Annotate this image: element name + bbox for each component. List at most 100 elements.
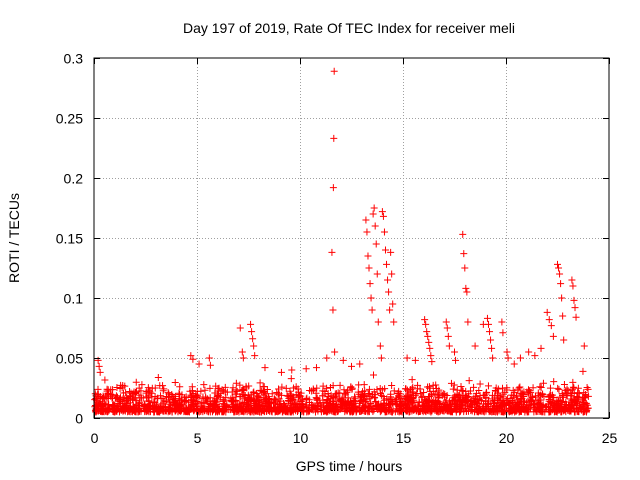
data-point	[254, 405, 262, 413]
data-point	[421, 316, 429, 324]
x-tick-label: 25	[602, 430, 618, 446]
data-point	[201, 399, 209, 407]
y-tick-label: 0.25	[56, 111, 83, 127]
data-point	[334, 396, 342, 404]
data-point	[94, 385, 102, 393]
data-point	[383, 260, 391, 268]
data-point	[380, 399, 388, 407]
data-point	[192, 391, 200, 399]
data-point	[559, 312, 567, 320]
data-point	[501, 388, 509, 396]
data-point	[255, 394, 263, 402]
data-point	[332, 402, 340, 410]
data-point	[91, 396, 99, 404]
data-point	[182, 393, 190, 401]
data-point	[371, 222, 379, 230]
data-point	[348, 384, 356, 392]
data-point	[162, 403, 170, 411]
data-point	[428, 391, 436, 399]
data-point	[562, 408, 570, 416]
data-point	[239, 385, 247, 393]
data-point	[383, 395, 391, 403]
data-point	[472, 392, 480, 400]
data-point	[369, 391, 377, 399]
data-point	[336, 381, 344, 389]
data-point	[378, 403, 386, 411]
data-point	[362, 216, 370, 224]
data-point	[555, 385, 563, 393]
data-point	[554, 260, 561, 268]
data-point	[321, 407, 329, 415]
data-point	[247, 320, 255, 328]
data-point	[342, 390, 350, 398]
data-point	[286, 387, 294, 395]
data-point	[463, 288, 471, 296]
data-point	[366, 280, 374, 288]
data-point	[579, 367, 587, 375]
data-point	[95, 362, 103, 370]
data-point	[569, 383, 577, 391]
data-point	[499, 384, 506, 392]
data-point	[545, 397, 553, 405]
data-point	[447, 379, 455, 387]
data-point	[313, 394, 321, 402]
data-point	[542, 403, 550, 411]
data-point	[547, 322, 555, 330]
data-point	[364, 407, 372, 415]
data-point	[545, 316, 553, 324]
data-point	[187, 352, 195, 360]
data-point	[361, 387, 369, 395]
data-point	[377, 354, 385, 362]
data-point	[385, 407, 393, 415]
data-point	[388, 270, 396, 278]
data-point	[560, 381, 568, 389]
data-point	[370, 204, 378, 212]
data-point	[175, 389, 183, 397]
data-point	[484, 320, 492, 328]
data-point	[493, 395, 501, 403]
data-point	[181, 396, 189, 404]
data-point	[154, 374, 162, 382]
data-point	[546, 398, 554, 406]
data-point	[323, 384, 331, 392]
data-point	[294, 404, 302, 412]
data-point	[188, 392, 196, 400]
data-point	[374, 318, 382, 326]
data-point	[360, 403, 368, 411]
data-point	[240, 391, 248, 399]
data-point	[427, 407, 435, 415]
data-point	[248, 328, 256, 336]
data-point	[122, 389, 130, 397]
data-point	[287, 375, 295, 383]
data-point	[514, 403, 522, 411]
data-point	[121, 382, 129, 390]
data-point	[328, 404, 336, 412]
data-point	[570, 296, 578, 304]
data-point	[251, 352, 259, 360]
data-point	[192, 406, 200, 414]
data-point	[144, 407, 152, 415]
data-point	[282, 408, 290, 416]
data-point	[516, 354, 524, 362]
data-point	[440, 390, 448, 398]
data-point	[555, 264, 563, 272]
data-point	[288, 366, 296, 374]
data-point	[235, 402, 243, 410]
data-point	[539, 401, 547, 409]
data-point	[499, 329, 507, 337]
data-point	[308, 387, 316, 395]
data-point	[435, 391, 443, 399]
data-point	[393, 394, 401, 402]
data-point	[488, 344, 496, 352]
data-point	[393, 401, 401, 409]
data-point	[441, 402, 449, 410]
data-point	[329, 382, 337, 390]
data-point	[459, 230, 467, 238]
data-point	[468, 396, 476, 404]
x-tick-label: 5	[194, 430, 202, 446]
data-point	[513, 392, 521, 400]
data-point	[249, 335, 257, 343]
data-point	[205, 354, 213, 362]
data-point	[498, 318, 506, 326]
data-point	[323, 396, 331, 404]
